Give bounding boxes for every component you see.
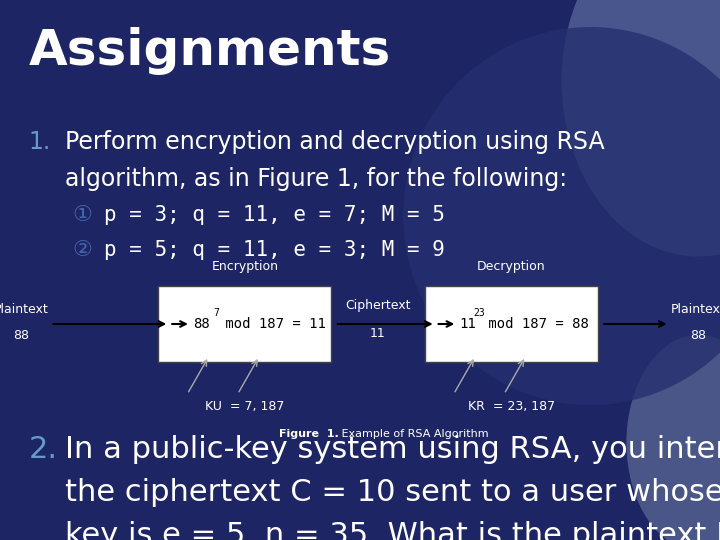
Text: 7: 7 bbox=[213, 308, 219, 318]
Text: 88: 88 bbox=[193, 317, 210, 331]
Text: 2.: 2. bbox=[29, 435, 58, 464]
Ellipse shape bbox=[403, 27, 720, 405]
Text: Assignments: Assignments bbox=[29, 27, 391, 75]
Text: 11: 11 bbox=[459, 317, 476, 331]
Text: Encryption: Encryption bbox=[211, 260, 279, 273]
Text: 88: 88 bbox=[690, 329, 706, 342]
Ellipse shape bbox=[626, 335, 720, 540]
Text: ②: ② bbox=[72, 240, 92, 260]
Text: the ciphertext C = 10 sent to a user whose public: the ciphertext C = 10 sent to a user who… bbox=[65, 478, 720, 507]
Text: ①: ① bbox=[72, 205, 92, 225]
Text: KR  = 23, 187: KR = 23, 187 bbox=[467, 400, 555, 413]
Text: key is e = 5, n = 35. What is the plaintext M?: key is e = 5, n = 35. What is the plaint… bbox=[65, 521, 720, 540]
Text: mod 187 = 88: mod 187 = 88 bbox=[480, 317, 588, 331]
Text: 11: 11 bbox=[370, 327, 386, 340]
Text: 23: 23 bbox=[474, 308, 485, 318]
FancyBboxPatch shape bbox=[425, 286, 598, 362]
Text: Figure  1.: Figure 1. bbox=[279, 429, 338, 440]
Text: KU  = 7, 187: KU = 7, 187 bbox=[205, 400, 284, 413]
Text: 88: 88 bbox=[14, 329, 30, 342]
Text: algorithm, as in Figure 1, for the following:: algorithm, as in Figure 1, for the follo… bbox=[65, 167, 567, 191]
Text: p = 3; q = 11, e = 7; M = 5: p = 3; q = 11, e = 7; M = 5 bbox=[104, 205, 445, 225]
Text: p = 5; q = 11, e = 3; M = 9: p = 5; q = 11, e = 3; M = 9 bbox=[104, 240, 445, 260]
Text: mod 187 = 11: mod 187 = 11 bbox=[217, 317, 325, 331]
Text: Ciphertext: Ciphertext bbox=[346, 299, 410, 312]
Text: Perform encryption and decryption using RSA: Perform encryption and decryption using … bbox=[65, 130, 604, 153]
Text: Decryption: Decryption bbox=[477, 260, 546, 273]
Text: Plaintext: Plaintext bbox=[671, 303, 720, 316]
Text: In a public-key system using RSA, you intercept: In a public-key system using RSA, you in… bbox=[65, 435, 720, 464]
Text: 1.: 1. bbox=[29, 130, 51, 153]
Ellipse shape bbox=[562, 0, 720, 256]
Text: Example of RSA Algorithm: Example of RSA Algorithm bbox=[338, 429, 489, 440]
FancyBboxPatch shape bbox=[158, 286, 331, 362]
Text: Plaintext: Plaintext bbox=[0, 303, 49, 316]
